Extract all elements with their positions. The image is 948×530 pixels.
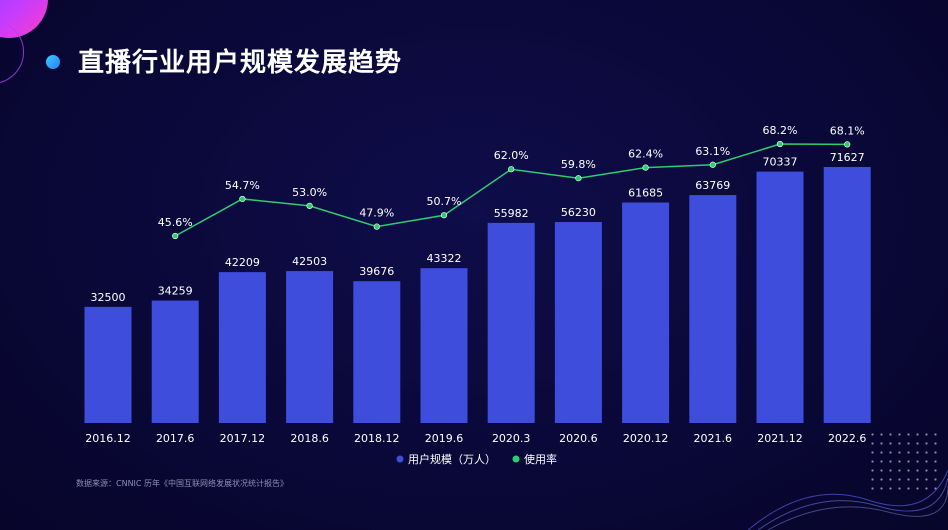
line-point	[575, 175, 582, 182]
bar-value-label: 56230	[561, 206, 596, 219]
x-tick-label: 2020.12	[623, 432, 669, 445]
x-tick-label: 2021.6	[694, 432, 733, 445]
line-value-label: 62.4%	[628, 148, 663, 161]
bar-value-label: 55982	[494, 207, 529, 220]
legend-line-label: 使用率	[524, 452, 557, 466]
bar-value-label: 42209	[225, 256, 260, 269]
line-value-label: 68.2%	[763, 124, 798, 137]
x-tick-label: 2019.6	[425, 432, 464, 445]
bar-value-label: 43322	[427, 252, 462, 265]
x-tick-label: 2020.3	[492, 432, 531, 445]
line-value-label: 45.6%	[158, 216, 193, 229]
x-tick-label: 2020.6	[559, 432, 598, 445]
bar-value-label: 63769	[695, 179, 730, 192]
line-value-label: 53.0%	[292, 186, 327, 199]
x-tick-label: 2017.6	[156, 432, 195, 445]
x-tick-label: 2017.12	[220, 432, 266, 445]
bar	[218, 272, 266, 423]
line-value-label: 47.9%	[359, 207, 394, 220]
bar-value-label: 39676	[359, 265, 394, 278]
line-point	[373, 223, 380, 230]
bar	[622, 202, 670, 423]
line-point	[776, 140, 784, 148]
bar-value-label: 32500	[91, 291, 126, 304]
bar-value-label: 71627	[830, 151, 865, 164]
line-point	[508, 166, 515, 173]
bar	[823, 167, 871, 423]
line-value-label: 50.7%	[427, 195, 462, 208]
bar-value-label: 61685	[628, 187, 663, 200]
bar	[756, 171, 804, 423]
x-tick-label: 2016.12	[85, 432, 131, 445]
line-point	[440, 212, 448, 219]
bar	[689, 195, 737, 423]
line-point	[642, 164, 649, 171]
bar	[84, 306, 132, 423]
bar-value-label: 34259	[158, 285, 193, 298]
legend-bar-swatch	[396, 455, 404, 463]
bar	[151, 300, 199, 423]
legend-bar-label: 用户规模（万人）	[408, 452, 496, 466]
line-value-label: 59.8%	[561, 158, 596, 171]
page-title: 直播行业用户规模发展趋势	[78, 48, 403, 78]
decorative-dot-grid	[868, 430, 938, 490]
line-value-label: 62.0%	[494, 149, 529, 162]
line-value-label: 63.1%	[695, 145, 730, 158]
line-point	[709, 161, 716, 168]
title-bullet-icon	[46, 55, 60, 69]
x-tick-label: 2021.12	[757, 432, 803, 445]
decorative-wave	[748, 470, 948, 530]
line-value-label: 54.7%	[225, 179, 260, 192]
line-point	[844, 141, 851, 148]
line-value-label: 68.1%	[830, 124, 865, 137]
line-point	[172, 232, 179, 240]
bar	[353, 281, 401, 423]
line-point	[239, 195, 246, 203]
line-point	[306, 202, 313, 209]
bar	[420, 268, 468, 423]
bar	[286, 271, 334, 423]
x-tick-label: 2022.6	[828, 432, 867, 445]
bar	[487, 222, 535, 423]
x-tick-label: 2018.6	[290, 432, 329, 445]
x-tick-label: 2018.12	[354, 432, 400, 445]
bar-value-label: 70337	[763, 156, 798, 169]
data-source-note: 数据来源：CNNIC 历年《中国互联网络发展状况统计报告》	[76, 479, 289, 488]
bar-value-label: 42503	[292, 255, 327, 268]
legend-line-swatch	[512, 455, 520, 463]
bar	[554, 222, 602, 423]
